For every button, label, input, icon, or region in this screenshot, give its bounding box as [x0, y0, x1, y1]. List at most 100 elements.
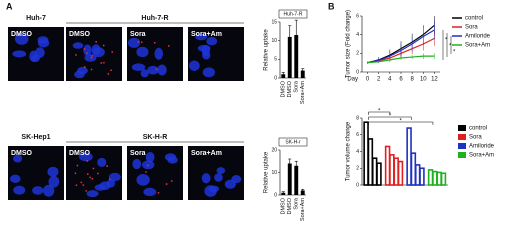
nucleus [43, 184, 55, 197]
y-tick-label: 4 [356, 149, 359, 155]
uptake-dot [83, 48, 86, 50]
uptake-dot [91, 55, 93, 57]
bar [389, 154, 395, 186]
uptake-dot [74, 172, 77, 175]
nucleus [35, 47, 45, 58]
y-tick-label: 6 [356, 132, 359, 138]
uptake-dot [90, 68, 93, 71]
uptake-dot [155, 68, 158, 71]
image-label: DMSO [11, 31, 33, 38]
y-tick-label: 10 [271, 170, 277, 176]
nucleus [140, 69, 149, 78]
nucleus [145, 152, 155, 163]
significance: * [449, 44, 452, 50]
legend-swatch [458, 143, 466, 149]
bar [440, 172, 447, 186]
uptake-dot [153, 41, 156, 44]
nucleus [132, 158, 142, 170]
panel-label: A [6, 1, 13, 11]
bar [406, 127, 412, 186]
nucleus [195, 33, 208, 41]
nucleus [164, 153, 177, 161]
uptake-dot [170, 180, 173, 182]
group-label: SK-H-R [143, 134, 168, 141]
y-axis-label: Relative uptake [264, 151, 270, 193]
bar [376, 162, 382, 186]
bar [432, 170, 438, 186]
uptake-dot [167, 45, 170, 47]
y-tick-label: 0 [274, 75, 277, 81]
nucleus [92, 47, 105, 58]
nucleus [127, 37, 141, 48]
title-box [278, 137, 308, 147]
uptake-dot [89, 176, 91, 179]
y-tick-label: 5 [274, 57, 277, 63]
nucleus [86, 190, 99, 198]
x-tick-label: 10 [420, 77, 427, 83]
image-label: DMSO [69, 150, 91, 157]
nucleus [147, 65, 159, 75]
bar [371, 157, 378, 186]
nucleus [13, 185, 26, 195]
group-label: Huh-7 [26, 15, 46, 22]
nucleus [206, 36, 218, 46]
uptake-dot [140, 41, 143, 44]
uptake-dot [92, 167, 95, 170]
uptake-dot [106, 165, 109, 167]
uptake-dot [110, 69, 112, 72]
image-label: Sora [130, 31, 146, 38]
significance: * [378, 109, 381, 115]
nucleus [224, 179, 236, 189]
bar [367, 138, 374, 186]
x-tick-label: 8 [410, 77, 414, 83]
y-tick-label: 2 [356, 166, 359, 172]
nucleus [201, 173, 211, 184]
x-tick-label: DMSO [287, 197, 293, 214]
bar [410, 152, 417, 186]
nucleus [208, 185, 220, 193]
image-label: Sora+Am [191, 150, 222, 157]
bar [300, 190, 305, 195]
uptake-dot [83, 66, 86, 68]
y-tick-label: 0 [274, 192, 277, 198]
uptake-dot [165, 183, 168, 185]
uptake-dot [145, 171, 147, 173]
series-line [367, 29, 435, 64]
nucleus [202, 67, 216, 78]
legend-label: control [465, 16, 483, 22]
x-tick-label: 4 [388, 77, 392, 83]
significance: * [445, 38, 448, 44]
nucleus [131, 63, 146, 71]
panel-label: B [328, 1, 335, 11]
x-tick-label: Sora+Am [300, 81, 306, 104]
x-tick-label: DMSO [287, 80, 293, 97]
bar [287, 36, 292, 78]
series-line [367, 55, 435, 64]
nucleus [48, 175, 60, 188]
y-tick-label: 6 [356, 13, 359, 19]
y-axis-label: Tumor volume change [346, 121, 352, 181]
bar [419, 167, 425, 186]
x-tick-label: DMSO [281, 80, 287, 97]
uptake-dot [75, 54, 77, 56]
image-label: DMSO [69, 31, 91, 38]
x-tick-label: 2 [377, 77, 381, 83]
sig-bracket [368, 116, 412, 120]
image-label: Sora+Am [191, 31, 222, 38]
y-tick-label: 0 [356, 182, 359, 188]
legend-label: Sora+Am [469, 153, 494, 159]
legend-label: Amiloride [465, 34, 491, 40]
nucleus [201, 45, 211, 57]
uptake-dot [111, 51, 114, 53]
y-tick-label: 4 [356, 32, 359, 38]
bar [300, 70, 305, 78]
uptake-dot [146, 164, 149, 167]
bar [397, 160, 404, 186]
uptake-dot [107, 73, 110, 75]
legend-label: Sora [469, 135, 482, 141]
nucleus [108, 172, 121, 182]
legend-swatch [458, 152, 466, 158]
uptake-dot [157, 191, 160, 194]
significance: * [400, 119, 403, 125]
